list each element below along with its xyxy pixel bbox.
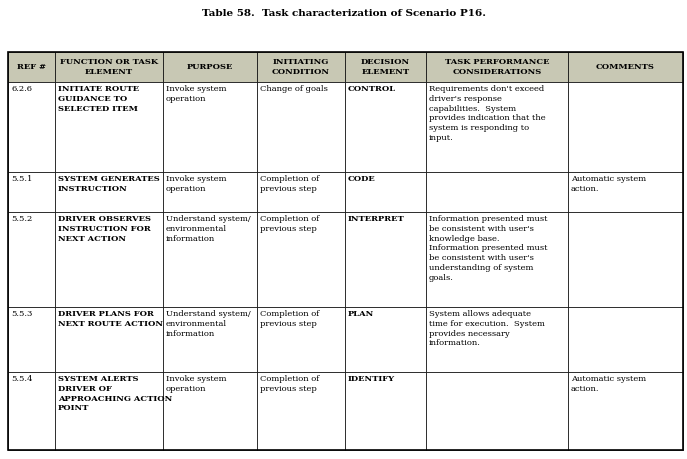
Text: Completion of
previous step: Completion of previous step — [260, 215, 319, 233]
Bar — [257, 307, 345, 372]
Bar — [345, 307, 426, 372]
Text: PLAN: PLAN — [348, 310, 374, 318]
Bar — [568, 52, 683, 82]
Bar — [8, 372, 55, 450]
Text: 6.2.6: 6.2.6 — [11, 85, 32, 93]
Text: CONTROL: CONTROL — [348, 85, 396, 93]
Bar — [8, 52, 683, 450]
Text: INITIATE ROUTE
GUIDANCE TO
SELECTED ITEM: INITIATE ROUTE GUIDANCE TO SELECTED ITEM — [58, 85, 139, 112]
Bar — [55, 212, 163, 307]
Bar — [163, 212, 257, 307]
Bar — [345, 212, 426, 307]
Text: Invoke system
operation: Invoke system operation — [166, 85, 227, 103]
Bar — [8, 307, 55, 372]
Text: 5.5.1: 5.5.1 — [11, 175, 32, 183]
Text: Invoke system
operation: Invoke system operation — [166, 375, 227, 393]
Bar — [345, 52, 426, 82]
Bar — [55, 307, 163, 372]
Text: FUNCTION OR TASK
ELEMENT: FUNCTION OR TASK ELEMENT — [60, 58, 158, 76]
Text: Completion of
previous step: Completion of previous step — [260, 175, 319, 193]
Bar — [257, 372, 345, 450]
Text: REF #: REF # — [17, 63, 46, 71]
Bar — [8, 82, 55, 172]
Text: System allows adequate
time for execution.  System
provides necessary
informatio: System allows adequate time for executio… — [429, 310, 545, 347]
Text: Completion of
previous step: Completion of previous step — [260, 310, 319, 328]
Text: Table 58.  Task characterization of Scenario P16.: Table 58. Task characterization of Scena… — [201, 10, 486, 18]
Bar — [163, 307, 257, 372]
Bar — [568, 212, 683, 307]
Text: INITIATING
CONDITION: INITIATING CONDITION — [272, 58, 330, 76]
Bar — [257, 172, 345, 212]
Bar — [8, 52, 55, 82]
Bar — [568, 82, 683, 172]
Text: CODE: CODE — [348, 175, 376, 183]
Bar — [426, 172, 568, 212]
Text: Change of goals: Change of goals — [260, 85, 328, 93]
Text: TASK PERFORMANCE
CONSIDERATIONS: TASK PERFORMANCE CONSIDERATIONS — [444, 58, 549, 76]
Bar — [55, 52, 163, 82]
Bar — [8, 212, 55, 307]
Text: Requirements don't exceed
driver's response
capabilities.  System
provides indic: Requirements don't exceed driver's respo… — [429, 85, 545, 142]
Bar — [426, 307, 568, 372]
Text: Understand system/
environmental
information: Understand system/ environmental informa… — [166, 215, 251, 243]
Text: 5.5.4: 5.5.4 — [11, 375, 32, 383]
Text: Automatic system
action.: Automatic system action. — [571, 375, 646, 393]
Text: SYSTEM ALERTS
DRIVER OF
APPROACHING ACTION
POINT: SYSTEM ALERTS DRIVER OF APPROACHING ACTI… — [58, 375, 172, 412]
Text: Automatic system
action.: Automatic system action. — [571, 175, 646, 193]
Bar — [55, 172, 163, 212]
Bar — [345, 372, 426, 450]
Text: Completion of
previous step: Completion of previous step — [260, 375, 319, 393]
Text: IDENTIFY: IDENTIFY — [348, 375, 395, 383]
Text: INTERPRET: INTERPRET — [348, 215, 405, 223]
Text: DRIVER OBSERVES
INSTRUCTION FOR
NEXT ACTION: DRIVER OBSERVES INSTRUCTION FOR NEXT ACT… — [58, 215, 151, 243]
Text: DRIVER PLANS FOR
NEXT ROUTE ACTION: DRIVER PLANS FOR NEXT ROUTE ACTION — [58, 310, 163, 328]
Text: DECISION
ELEMENT: DECISION ELEMENT — [361, 58, 410, 76]
Text: Invoke system
operation: Invoke system operation — [166, 175, 227, 193]
Text: Information presented must
be consistent with user's
knowledge base.
Information: Information presented must be consistent… — [429, 215, 548, 282]
Bar — [345, 172, 426, 212]
Bar — [55, 82, 163, 172]
Bar — [257, 212, 345, 307]
Text: PURPOSE: PURPOSE — [187, 63, 233, 71]
Bar — [163, 172, 257, 212]
Bar — [345, 82, 426, 172]
Text: 5.5.3: 5.5.3 — [11, 310, 32, 318]
Text: COMMENTS: COMMENTS — [596, 63, 655, 71]
Bar — [426, 212, 568, 307]
Text: SYSTEM GENERATES
INSTRUCTION: SYSTEM GENERATES INSTRUCTION — [58, 175, 160, 193]
Bar — [568, 307, 683, 372]
Bar — [568, 172, 683, 212]
Bar — [426, 82, 568, 172]
Bar — [163, 82, 257, 172]
Bar — [55, 372, 163, 450]
Bar — [257, 52, 345, 82]
Bar — [257, 82, 345, 172]
Text: 5.5.2: 5.5.2 — [11, 215, 32, 223]
Text: Understand system/
environmental
information: Understand system/ environmental informa… — [166, 310, 251, 338]
Bar — [426, 372, 568, 450]
Bar — [568, 372, 683, 450]
Bar — [163, 372, 257, 450]
Bar — [8, 172, 55, 212]
Bar — [426, 52, 568, 82]
Bar — [163, 52, 257, 82]
